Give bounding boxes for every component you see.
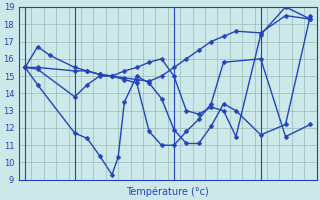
X-axis label: Température (°c): Température (°c) [126, 186, 209, 197]
